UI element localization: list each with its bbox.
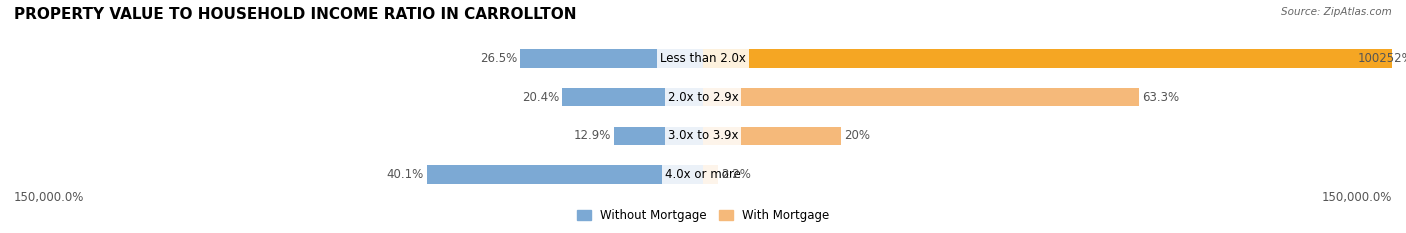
Text: 4.0x or more: 4.0x or more bbox=[665, 168, 741, 181]
Bar bbox=[427, 165, 703, 184]
Text: 2.0x to 2.9x: 2.0x to 2.9x bbox=[668, 91, 738, 104]
Text: 150,000.0%: 150,000.0% bbox=[1322, 191, 1392, 204]
Text: 20%: 20% bbox=[844, 129, 870, 142]
Text: 26.5%: 26.5% bbox=[479, 52, 517, 65]
Bar bbox=[703, 127, 841, 145]
Bar bbox=[520, 49, 703, 68]
Text: 2.2%: 2.2% bbox=[721, 168, 751, 181]
Text: 12.9%: 12.9% bbox=[574, 129, 610, 142]
Text: 20.4%: 20.4% bbox=[522, 91, 560, 104]
Text: 150,000.0%: 150,000.0% bbox=[14, 191, 84, 204]
Bar bbox=[562, 88, 703, 106]
Bar bbox=[614, 127, 703, 145]
Legend: Without Mortgage, With Mortgage: Without Mortgage, With Mortgage bbox=[572, 205, 834, 227]
Text: 40.1%: 40.1% bbox=[387, 168, 423, 181]
Bar bbox=[703, 49, 1392, 68]
Bar bbox=[703, 88, 1139, 106]
Text: 100252%: 100252% bbox=[1358, 52, 1406, 65]
Text: Source: ZipAtlas.com: Source: ZipAtlas.com bbox=[1281, 7, 1392, 17]
Text: 63.3%: 63.3% bbox=[1143, 91, 1180, 104]
Bar bbox=[703, 165, 718, 184]
Text: 3.0x to 3.9x: 3.0x to 3.9x bbox=[668, 129, 738, 142]
Text: PROPERTY VALUE TO HOUSEHOLD INCOME RATIO IN CARROLLTON: PROPERTY VALUE TO HOUSEHOLD INCOME RATIO… bbox=[14, 7, 576, 22]
Text: Less than 2.0x: Less than 2.0x bbox=[659, 52, 747, 65]
